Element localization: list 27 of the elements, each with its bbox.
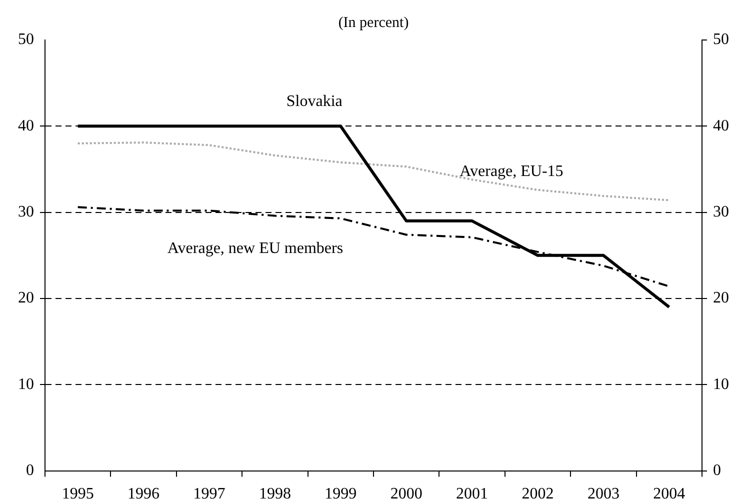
x-tick-label: 1997 [193, 486, 226, 503]
x-tick-label: 2002 [522, 486, 554, 503]
x-tick-label: 1996 [128, 486, 160, 503]
series-label: Slovakia [286, 93, 342, 110]
y2-tick-label: 50 [713, 31, 729, 48]
x-tick-label: 1995 [62, 486, 94, 503]
x-tick-label: 1998 [258, 486, 291, 503]
x-tick-label: 1999 [324, 486, 357, 503]
y2-tick-label: 30 [713, 204, 729, 221]
y-tick-label: 40 [18, 117, 34, 134]
x-tick-label: 2000 [390, 486, 422, 503]
x-tick-label: 2001 [456, 486, 488, 503]
y-tick-label: 20 [18, 290, 34, 307]
y-tick-label: 0 [26, 462, 34, 480]
y2-tick-label: 20 [713, 290, 729, 307]
y2-tick-label: 40 [713, 117, 729, 134]
y-tick-label: 30 [18, 204, 34, 221]
y-tick-label: 10 [18, 376, 34, 393]
line-series [76, 142, 670, 202]
x-tick-label: 2004 [653, 486, 686, 503]
series-label: Average, new EU members [167, 240, 344, 257]
x-tick-label: 2003 [587, 486, 620, 503]
y2-tick-label: 10 [713, 376, 729, 393]
y-tick-label: 50 [18, 31, 34, 48]
chart-title: (In percent) [338, 14, 409, 31]
series-label: Average, EU-15 [460, 163, 564, 180]
y2-tick-label: 0 [713, 462, 721, 480]
